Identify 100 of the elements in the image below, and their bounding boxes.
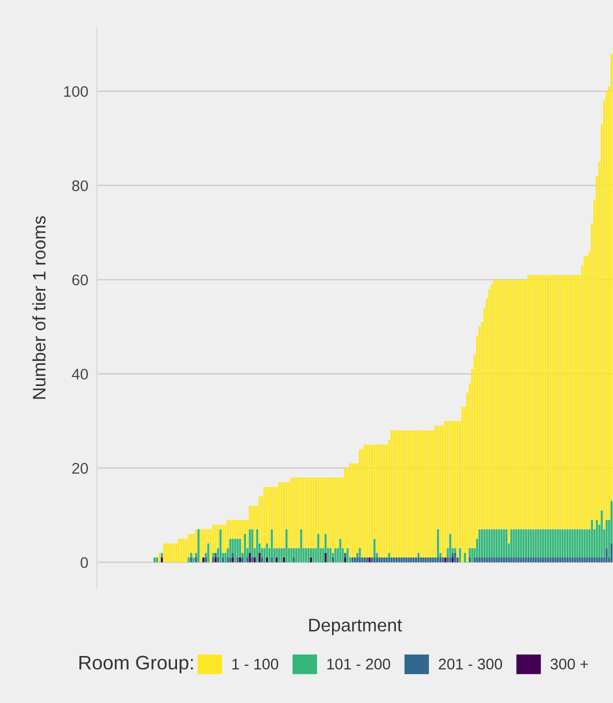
bar [515, 280, 518, 530]
bar [430, 430, 432, 558]
bar [334, 548, 336, 562]
bar [160, 552, 163, 558]
bar [464, 552, 466, 562]
bar [544, 529, 547, 558]
bar [520, 558, 522, 562]
bar [542, 558, 544, 562]
bar [232, 520, 234, 539]
bar [290, 477, 292, 548]
bar [505, 558, 508, 562]
bar [239, 538, 242, 558]
bar [546, 274, 550, 530]
bar [596, 558, 598, 562]
bar [496, 280, 498, 530]
bar [204, 558, 207, 562]
bar [537, 558, 540, 562]
bar [298, 477, 300, 548]
bar [530, 529, 532, 558]
bar [244, 534, 246, 562]
bar [584, 529, 586, 558]
bar [251, 529, 254, 558]
bar [512, 558, 515, 562]
bar [600, 558, 603, 562]
bar [395, 430, 398, 558]
bar [544, 274, 547, 530]
bar [226, 558, 229, 562]
bar [576, 274, 578, 530]
bar [241, 558, 244, 562]
bar [439, 558, 442, 562]
bar [417, 552, 420, 558]
bar [568, 529, 572, 558]
bar [508, 558, 510, 562]
bar [182, 538, 185, 562]
bar [285, 529, 288, 562]
bar [217, 558, 220, 562]
bar [386, 558, 388, 562]
bar [322, 477, 324, 548]
bar [366, 558, 368, 562]
bar [532, 529, 534, 558]
bar [444, 558, 446, 562]
bar [420, 558, 422, 562]
bar [398, 430, 400, 558]
bar [368, 444, 371, 558]
bar [534, 558, 537, 562]
bar [454, 552, 456, 562]
bar [522, 280, 525, 530]
bar [552, 558, 554, 562]
bar [256, 529, 258, 562]
bar [520, 529, 522, 558]
bar [427, 430, 430, 558]
bar [574, 558, 576, 562]
bar [251, 558, 254, 562]
bar [358, 548, 361, 558]
bar [452, 420, 454, 548]
bar [461, 406, 464, 562]
bar [332, 477, 334, 553]
bar [390, 430, 393, 558]
bar [458, 548, 462, 562]
bar [456, 420, 459, 558]
bar [364, 444, 366, 558]
bar [261, 558, 264, 562]
bar [496, 558, 498, 562]
bar [427, 558, 430, 562]
y-tick-label: 80 [72, 180, 88, 192]
bar [422, 430, 424, 558]
bar [346, 548, 349, 562]
legend-title: Room Group: [79, 656, 193, 674]
bar [556, 274, 559, 530]
bar [527, 274, 530, 530]
bar [163, 543, 166, 562]
bar [358, 558, 361, 562]
bar [600, 510, 603, 558]
bar [559, 529, 562, 558]
bar [395, 558, 398, 562]
bar [336, 477, 339, 548]
bar [493, 529, 496, 558]
bar [160, 558, 163, 562]
bar [383, 444, 386, 558]
bar [554, 274, 556, 530]
bar [606, 548, 608, 562]
y-tick-label: 100 [64, 86, 88, 97]
bar [510, 529, 512, 558]
bar [283, 558, 286, 562]
bar [234, 538, 236, 562]
bar [486, 558, 488, 562]
bar [239, 558, 242, 562]
bar [214, 558, 217, 562]
bar [229, 538, 232, 558]
bar [436, 558, 440, 562]
bar [424, 430, 427, 558]
y-axis-title: Number of tier 1 rooms [32, 216, 46, 399]
bar [540, 529, 542, 558]
bar [307, 477, 310, 548]
bar [276, 558, 278, 562]
bar [449, 558, 452, 562]
bar [344, 558, 346, 562]
bar [202, 558, 204, 562]
bar [344, 552, 346, 558]
bar [351, 463, 354, 558]
